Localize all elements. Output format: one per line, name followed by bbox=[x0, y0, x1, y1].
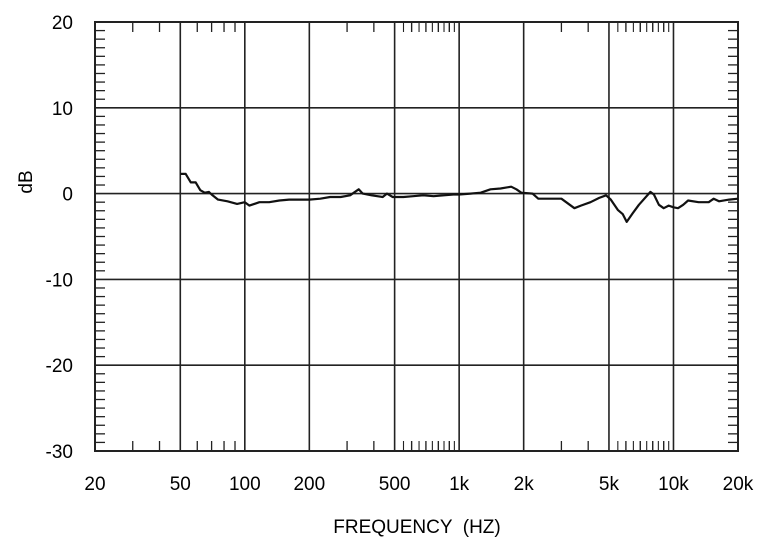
plot-frame bbox=[94, 21, 739, 452]
grid-lines bbox=[94, 21, 739, 452]
x-tick-label: 2k bbox=[514, 474, 535, 495]
y-tick-label: 20 bbox=[52, 13, 73, 34]
x-tick-label: 1k bbox=[449, 474, 470, 495]
x-tick-label: 500 bbox=[379, 474, 411, 495]
x-tick-label: 5k bbox=[599, 474, 620, 495]
x-tick-label: 20k bbox=[723, 474, 754, 495]
y-tick-label: -10 bbox=[46, 270, 73, 291]
y-tick-label: 0 bbox=[62, 185, 73, 206]
x-tick-label: 20 bbox=[84, 474, 105, 495]
x-tick-label: 50 bbox=[170, 474, 191, 495]
x-tick-label: 10k bbox=[658, 474, 689, 495]
y-tick-labels: 20 10 0 -10 -20 -30 bbox=[46, 13, 73, 463]
x-tick-label: 200 bbox=[293, 474, 325, 495]
y-tick-label: 10 bbox=[52, 99, 73, 120]
response-curve bbox=[180, 172, 739, 223]
x-tick-label: 100 bbox=[229, 474, 261, 495]
x-axis-title: FREQUENCY (HZ) bbox=[333, 517, 500, 538]
minor-ticks bbox=[95, 22, 738, 451]
x-tick-labels: 20 50 100 200 500 1k 2k 5k 10k 20k bbox=[84, 474, 753, 495]
y-tick-label: -30 bbox=[46, 442, 73, 463]
y-tick-label: -20 bbox=[46, 356, 73, 377]
y-axis-title: dB bbox=[16, 170, 37, 193]
